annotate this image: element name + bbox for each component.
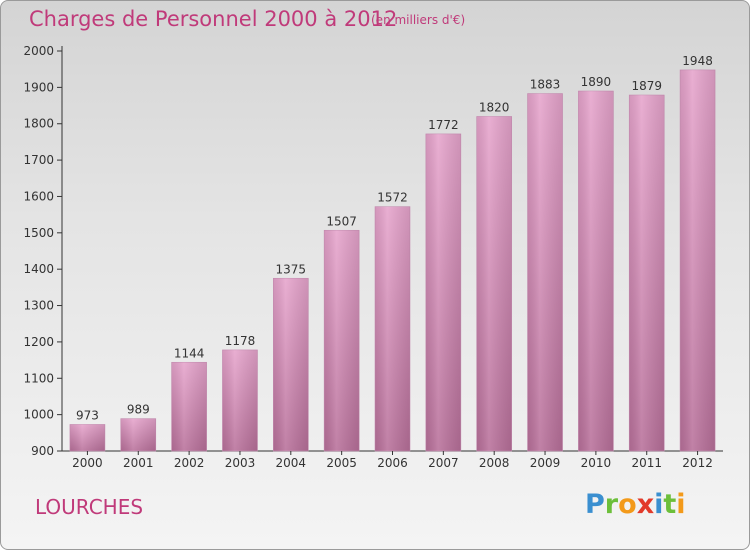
bar-shading [171, 362, 207, 451]
y-tick-label: 1800 [23, 117, 54, 131]
data-label: 1144 [174, 346, 205, 360]
x-tick-label: 2008 [479, 456, 510, 470]
x-tick-label: 2006 [377, 456, 408, 470]
bar-shading [476, 116, 512, 452]
bar-shading [69, 424, 105, 451]
y-tick-label: 900 [31, 444, 54, 458]
x-tick-label: 2012 [682, 456, 713, 470]
y-tick-label: 2000 [23, 44, 54, 58]
x-tick-label: 2007 [428, 456, 459, 470]
bar-shading [578, 91, 614, 451]
x-tick-label: 2003 [225, 456, 256, 470]
bar-shading [324, 230, 360, 451]
data-label: 989 [127, 403, 150, 417]
chart-subtitle: (en milliers d'€) [371, 13, 466, 27]
x-tick-label: 2010 [581, 456, 612, 470]
y-tick-label: 1500 [23, 226, 54, 240]
bar-shading [680, 69, 716, 451]
data-label: 1820 [479, 100, 510, 114]
x-tick-label: 2005 [326, 456, 357, 470]
data-label: 1948 [682, 54, 713, 68]
place-name: LOURCHES [35, 495, 144, 519]
x-tick-label: 2000 [72, 456, 103, 470]
y-tick-label: 1100 [23, 371, 54, 385]
bar-shading [375, 206, 410, 451]
x-tick-label: 2011 [631, 456, 662, 470]
bar-shading [120, 418, 156, 451]
y-tick-label: 1000 [23, 408, 54, 422]
data-label: 1572 [377, 191, 408, 205]
bar-shading [273, 278, 309, 451]
y-tick-label: 1200 [23, 335, 54, 349]
proxiti-logo: Proxiti [585, 489, 686, 520]
bar-shading [527, 93, 563, 451]
y-tick-label: 1400 [23, 262, 54, 276]
data-label: 1890 [581, 75, 612, 89]
x-tick-label: 2001 [123, 456, 154, 470]
y-tick-label: 1700 [23, 153, 54, 167]
data-label: 1507 [326, 214, 357, 228]
y-tick-label: 1900 [23, 80, 54, 94]
bar-shading [222, 349, 258, 451]
bar-shading [425, 133, 461, 451]
x-tick-label: 2002 [174, 456, 205, 470]
data-label: 1879 [631, 79, 662, 93]
data-label: 973 [76, 408, 99, 422]
x-tick-label: 2004 [276, 456, 307, 470]
data-label: 1375 [276, 262, 307, 276]
x-tick-label: 2009 [530, 456, 561, 470]
chart-title: Charges de Personnel 2000 à 2012 [29, 7, 398, 31]
data-label: 1178 [225, 334, 256, 348]
bar-shading [629, 95, 665, 451]
y-tick-label: 1300 [23, 299, 54, 313]
data-label: 1772 [428, 118, 459, 132]
y-tick-label: 1600 [23, 189, 54, 203]
data-label: 1883 [530, 78, 561, 92]
